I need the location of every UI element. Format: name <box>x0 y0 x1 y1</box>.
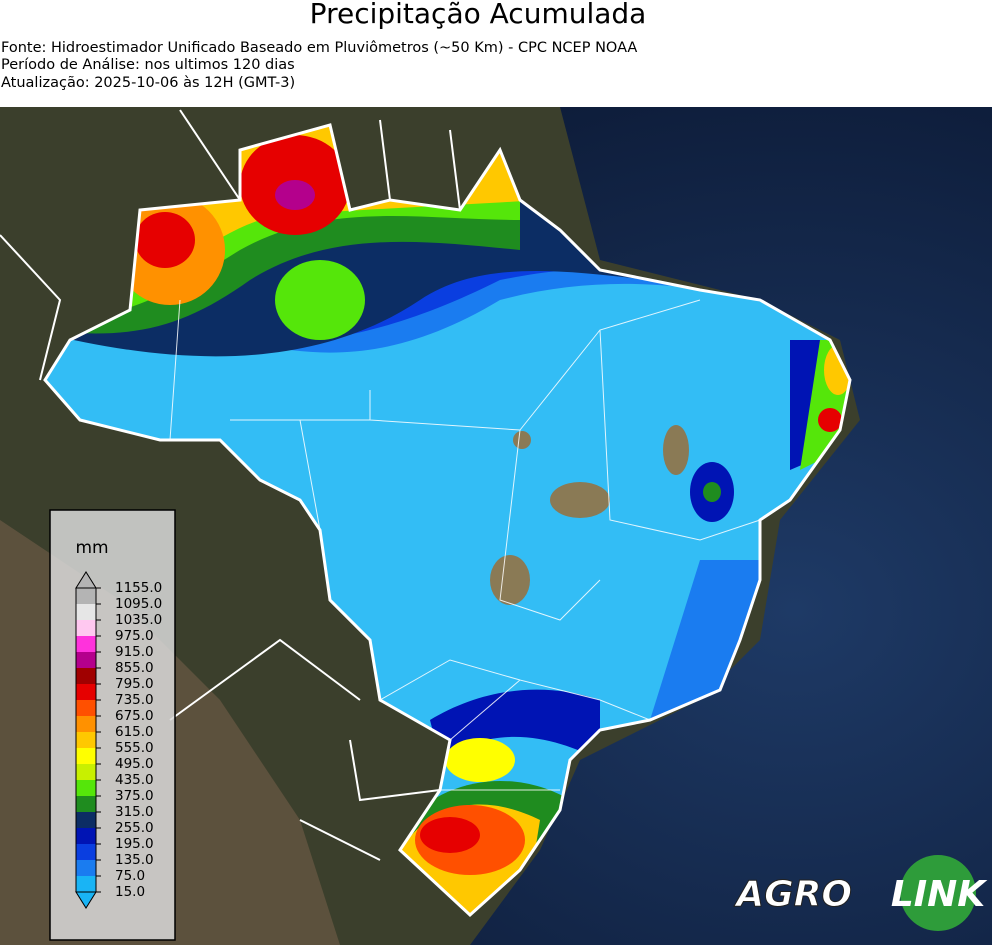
colorbar-segment <box>76 796 96 812</box>
colorbar-segment <box>76 652 96 668</box>
colorbar-segment <box>76 764 96 780</box>
colorbar: mm 15.075.0135.0195.0255.0315.0375.0435.… <box>49 509 176 941</box>
colorbar-frame <box>75 587 97 893</box>
colorbar-segment <box>76 716 96 732</box>
colorbar-segment <box>76 620 96 636</box>
colorbar-tick-label: 495.0 <box>115 756 154 772</box>
colorbar-tick-label: 915.0 <box>115 644 154 660</box>
colorbar-tick-label: 375.0 <box>115 788 154 804</box>
colorbar-tick-label: 735.0 <box>115 692 154 708</box>
colorbar-tick-label: 1095.0 <box>115 596 162 612</box>
colorbar-tick-label: 195.0 <box>115 836 154 852</box>
title: Precipitação Acumulada <box>310 0 647 30</box>
colorbar-tick-label: 975.0 <box>115 628 154 644</box>
colorbar-tick-label: 315.0 <box>115 804 154 820</box>
logo-left: AGRO <box>733 874 852 915</box>
colorbar-box <box>49 509 176 941</box>
colorbar-tick-label: 855.0 <box>115 660 154 676</box>
colorbar-segment <box>76 588 96 604</box>
logo-circle <box>900 855 976 931</box>
colorbar-segment <box>76 876 96 892</box>
state-borders <box>169 299 761 791</box>
colorbar-segment <box>76 748 96 764</box>
colorbar-tick-label: 1155.0 <box>115 580 162 596</box>
colorbar-segment <box>76 732 96 748</box>
colorbar-segment <box>76 812 96 828</box>
subtitle: Atualização: 2025-10-06 às 12H (GMT-3) <box>1 75 295 91</box>
country-border <box>43 123 852 918</box>
logo-right: LINK <box>891 874 988 915</box>
colorbar-tick-label: 555.0 <box>115 740 154 756</box>
colorbar-segment <box>76 684 96 700</box>
colorbar-tick-label: 1035.0 <box>115 612 162 628</box>
subtitle: Período de Análise: nos ultimos 120 dias <box>1 57 295 73</box>
colorbar-tick-label: 15.0 <box>115 884 145 900</box>
neighbor-borders <box>0 109 461 861</box>
colorbar-segment <box>76 844 96 860</box>
colorbar-tick-label: 135.0 <box>115 852 154 868</box>
colorbar-segment <box>76 700 96 716</box>
colorbar-segment <box>76 828 96 844</box>
colorbar-tick-label: 75.0 <box>115 868 145 884</box>
colorbar-tick-label: 615.0 <box>115 724 154 740</box>
colorbar-segment <box>76 780 96 796</box>
colorbar-segment <box>76 668 96 684</box>
colorbar-segment <box>76 860 96 876</box>
colorbar-tick-label: 675.0 <box>115 708 154 724</box>
logo: AGRO LINK <box>733 855 988 931</box>
colorbar-segment <box>76 604 96 620</box>
colorbar-segment <box>76 636 96 652</box>
colorbar-tick-label: 795.0 <box>115 676 154 692</box>
colorbar-unit: mm <box>75 538 108 558</box>
colorbar-tick-label: 435.0 <box>115 772 154 788</box>
colorbar-tick-label: 255.0 <box>115 820 154 836</box>
subtitle: Fonte: Hidroestimador Unificado Baseado … <box>1 40 637 56</box>
